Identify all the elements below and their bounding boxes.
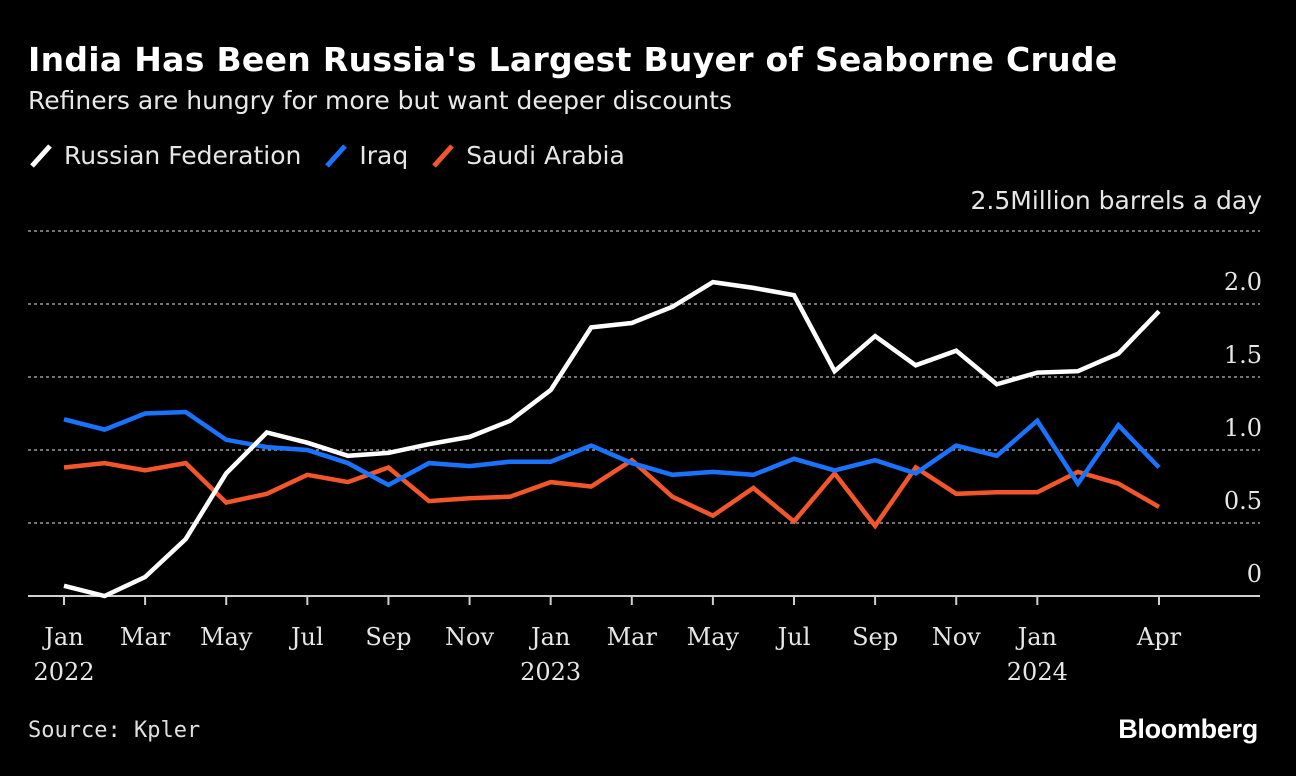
legend-item-saudi: Saudi Arabia: [430, 140, 625, 170]
x-tick-label: Mar: [607, 623, 658, 651]
x-tick-label: Sep: [365, 623, 411, 651]
series-line-saudi: [63, 457, 1161, 530]
legend-item-iraq: Iraq: [323, 140, 408, 170]
series-line-russia: [63, 279, 1161, 599]
series-line-iraq: [63, 409, 1161, 488]
x-year-label: 2023: [520, 658, 581, 686]
y-unit-label: 2.5Million barrels a day: [970, 186, 1262, 215]
legend: Russian Federation Iraq Saudi Arabia: [28, 140, 625, 170]
x-year-label: 2022: [33, 658, 94, 686]
x-tick-label: Jan: [528, 623, 570, 651]
x-tick-label: Jan: [41, 623, 83, 651]
x-tick-label: Sep: [852, 623, 898, 651]
x-tick-label: Mar: [120, 623, 171, 651]
legend-label-russia: Russian Federation: [64, 140, 302, 170]
chart-subtitle: Refiners are hungry for more but want de…: [28, 86, 733, 115]
legend-label-iraq: Iraq: [359, 140, 409, 170]
legend-swatch-saudi: [432, 144, 455, 168]
x-tick-label: Jul: [288, 623, 324, 651]
y-tick-label: 0: [1247, 560, 1262, 588]
legend-swatch-iraq: [325, 144, 348, 168]
x-tick-label: Nov: [445, 623, 494, 651]
source-note: Source: Kpler: [28, 718, 201, 743]
x-axis: [28, 595, 1260, 605]
x-tick-label: May: [687, 623, 740, 651]
legend-item-russia: Russian Federation: [28, 140, 301, 170]
gridlines: [28, 230, 1260, 524]
x-tick-label: May: [200, 623, 253, 651]
x-tick-label: Nov: [932, 623, 981, 651]
legend-label-saudi: Saudi Arabia: [466, 140, 625, 170]
y-tick-label: 1.0: [1224, 414, 1262, 442]
y-tick-label: 0.5: [1224, 487, 1262, 515]
y-tick-label: 1.5: [1224, 341, 1262, 369]
x-tick-label: Apr: [1136, 623, 1182, 651]
x-tick-label: Jul: [775, 623, 811, 651]
legend-swatch-russia: [30, 144, 52, 168]
series-lines: [63, 279, 1161, 599]
x-year-label: 2024: [1007, 658, 1068, 686]
x-axis-tick-labels: Jan 2022 Mar May Jul Sep Nov Jan 2023 Mar May Jul Se…: [33, 623, 1181, 686]
chart-title: India Has Been Russia's Largest Buyer of…: [28, 40, 1118, 79]
y-tick-label: 2.0: [1224, 268, 1262, 296]
y-axis-tick-labels: 0 0.5 1.0 1.5 2.0: [1224, 268, 1262, 588]
bloomberg-logo: Bloomberg: [1118, 714, 1258, 744]
x-tick-label: Jan: [1015, 623, 1057, 651]
